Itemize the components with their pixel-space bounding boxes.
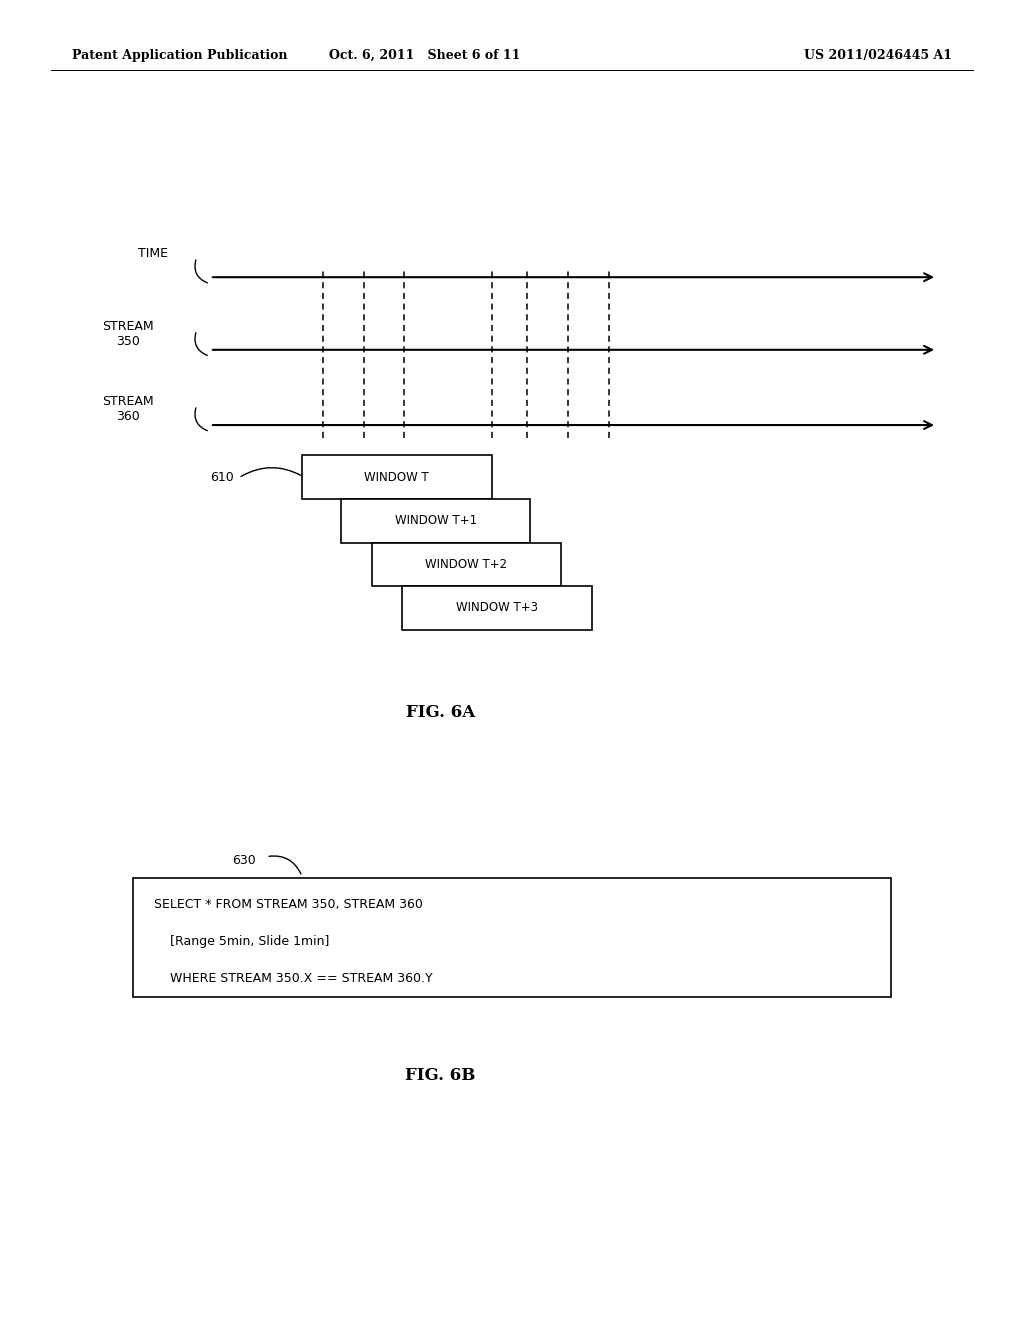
Bar [372, 543, 561, 586]
Text: 610: 610 [210, 471, 233, 484]
Text: STREAM
360: STREAM 360 [102, 395, 154, 424]
Text: TIME: TIME [138, 247, 168, 260]
Text: Oct. 6, 2011   Sheet 6 of 11: Oct. 6, 2011 Sheet 6 of 11 [330, 49, 520, 62]
Text: US 2011/0246445 A1: US 2011/0246445 A1 [804, 49, 952, 62]
Text: WINDOW T: WINDOW T [365, 471, 429, 483]
Text: 630: 630 [232, 854, 256, 867]
Bar [341, 499, 530, 543]
Text: STREAM
350: STREAM 350 [102, 319, 154, 348]
Text: WINDOW T+1: WINDOW T+1 [394, 515, 477, 527]
Bar [302, 455, 492, 499]
Text: Patent Application Publication: Patent Application Publication [72, 49, 287, 62]
Text: [Range 5min, Slide 1min]: [Range 5min, Slide 1min] [154, 935, 329, 948]
Text: FIG. 6B: FIG. 6B [406, 1068, 475, 1084]
Text: FIG. 6A: FIG. 6A [406, 705, 475, 721]
Text: WINDOW T+3: WINDOW T+3 [456, 602, 539, 614]
Text: WHERE STREAM 350.X == STREAM 360.Y: WHERE STREAM 350.X == STREAM 360.Y [154, 972, 432, 985]
Bar [133, 878, 891, 997]
Bar [402, 586, 592, 630]
Text: WINDOW T+2: WINDOW T+2 [425, 558, 508, 570]
Text: SELECT * FROM STREAM 350, STREAM 360: SELECT * FROM STREAM 350, STREAM 360 [154, 898, 423, 911]
